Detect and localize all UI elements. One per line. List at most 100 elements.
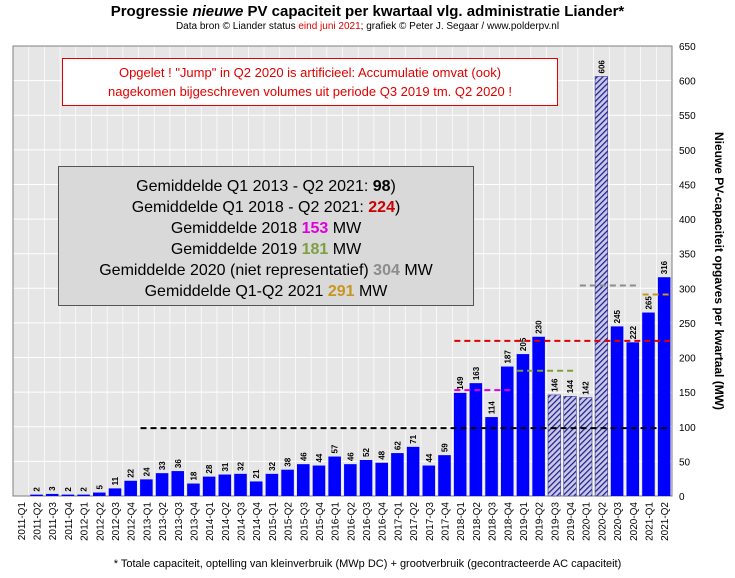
- data-label: 32: [237, 461, 246, 470]
- bar: [171, 471, 185, 496]
- plot-frame: [12, 45, 673, 497]
- x-tick-label: 2018-Q2: [472, 502, 483, 541]
- x-tick-label: 2014-Q3: [237, 502, 248, 541]
- y-tick-label: 600: [679, 77, 696, 88]
- x-tick-label: 2017-Q4: [440, 502, 451, 541]
- bar: [155, 473, 169, 496]
- data-label: 114: [488, 401, 497, 414]
- bar: [93, 492, 106, 496]
- data-label: 59: [440, 443, 449, 452]
- y-tick-label: 450: [679, 180, 696, 191]
- bar: [249, 481, 263, 496]
- bar: [485, 417, 498, 496]
- chart-title: Progressie nieuwe PV capaciteit per kwar…: [110, 3, 625, 20]
- bar: [140, 479, 153, 496]
- x-tick-label: 2016-Q4: [378, 502, 389, 541]
- bar: [657, 277, 671, 496]
- x-tick-label: 2012-Q4: [127, 502, 138, 541]
- bar: [579, 397, 593, 497]
- x-tick-label: 2016-Q1: [331, 502, 342, 541]
- data-label: 146: [550, 378, 559, 392]
- y-tick-label: 400: [679, 215, 696, 226]
- data-label: 28: [205, 464, 214, 473]
- y-axis-label: Nieuwe PV-capaciteit opgaves per kwartaa…: [712, 132, 726, 410]
- bar: [500, 366, 514, 496]
- data-label: 3: [48, 486, 57, 491]
- bar: [391, 453, 404, 496]
- x-tick-label: 2011-Q3: [48, 502, 59, 541]
- data-label: 2: [80, 487, 89, 492]
- bar: [626, 342, 640, 496]
- bar: [375, 462, 389, 496]
- bar: [187, 483, 200, 496]
- x-tick-label: 2015-Q4: [315, 502, 326, 541]
- bar: [312, 465, 326, 496]
- x-tick-label: 2014-Q2: [221, 502, 232, 541]
- data-label: 33: [158, 461, 167, 470]
- data-label: 316: [660, 260, 669, 274]
- average-row: Gemiddelde Q1 2018 - Q2 2021: 224): [131, 199, 401, 216]
- x-tick-label: 2013-Q3: [174, 502, 185, 541]
- y-tick-label: 550: [679, 111, 696, 122]
- y-tick-label: 200: [679, 354, 696, 365]
- x-tick-label: 2019-Q1: [519, 502, 530, 541]
- bar: [359, 460, 373, 496]
- x-tick-label: 2020-Q3: [613, 502, 624, 541]
- x-tick-label: 2014-Q1: [205, 502, 216, 541]
- warning-line-1: Opgelet ! "Jump" in Q2 2020 is artificie…: [118, 65, 502, 80]
- data-label: 22: [127, 468, 136, 477]
- bar: [422, 465, 436, 496]
- data-label: 606: [597, 60, 606, 74]
- bar: [610, 326, 624, 496]
- y-tick-label: 650: [679, 42, 696, 53]
- x-tick-label: 2014-Q4: [252, 502, 263, 541]
- data-label: 5: [95, 485, 104, 490]
- data-label: 144: [566, 379, 575, 393]
- bar: [202, 476, 216, 496]
- averages-legend: Gemiddelde Q1 2013 - Q2 2021: 98) Gemidd…: [58, 166, 474, 306]
- x-tick-label: 2012-Q1: [80, 502, 91, 541]
- data-label: 44: [315, 453, 324, 462]
- data-label: 245: [613, 309, 622, 323]
- x-tick-label: 2011-Q1: [17, 502, 28, 541]
- bar: [438, 455, 451, 496]
- bar: [234, 473, 247, 496]
- data-label: 2: [64, 487, 73, 492]
- average-row: Gemiddelde 2019 181 MW: [170, 241, 362, 258]
- x-tick-label: 2020-Q1: [582, 502, 593, 541]
- y-tick-label: 50: [679, 457, 691, 468]
- average-row: Gemiddelde 2020 (niet representatief) 30…: [99, 262, 433, 279]
- average-row: Gemiddelde Q1-Q2 2021 291 MW: [144, 283, 388, 300]
- bar: [547, 394, 561, 497]
- x-tick-label: 2019-Q2: [535, 502, 546, 541]
- bar: [469, 383, 483, 496]
- bar: [563, 396, 577, 497]
- x-tick-label: 2015-Q1: [268, 502, 279, 541]
- warning-annotation: Opgelet ! "Jump" in Q2 2020 is artificie…: [62, 58, 558, 106]
- bar: [642, 312, 655, 496]
- bar: [406, 446, 420, 496]
- x-tick-label: 2016-Q2: [346, 502, 357, 541]
- x-tick-label: 2019-Q4: [566, 502, 577, 541]
- average-row: Gemiddelde 2018 153 MW: [170, 220, 362, 237]
- bar: [45, 493, 59, 496]
- warning-line-2: nagekomen bijgeschreven volumes uit peri…: [108, 84, 512, 99]
- data-label: 222: [629, 325, 638, 339]
- bar: [108, 488, 122, 496]
- bar: [61, 494, 75, 496]
- data-label: 205: [519, 337, 528, 351]
- bar: [124, 480, 137, 496]
- x-tick-label: 2015-Q3: [299, 502, 310, 541]
- y-tick-label: 100: [679, 423, 696, 434]
- data-label: 48: [378, 450, 387, 459]
- x-tick-label: 2011-Q2: [33, 502, 44, 541]
- x-tick-label: 2018-Q4: [503, 502, 514, 541]
- y-tick-label: 350: [679, 250, 696, 261]
- x-tick-label: 2016-Q3: [362, 502, 373, 541]
- bar: [532, 336, 545, 496]
- data-label: 32: [268, 461, 277, 470]
- x-tick-label: 2021-Q1: [644, 502, 655, 541]
- y-tick-label: 500: [679, 146, 696, 157]
- bar: [328, 456, 341, 496]
- data-label: 62: [393, 441, 402, 450]
